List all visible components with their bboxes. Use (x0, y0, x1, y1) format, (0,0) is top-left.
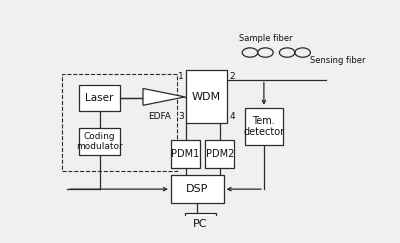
Bar (205, 139, 234, 168)
Bar (80, 85, 120, 112)
Text: PC: PC (193, 219, 208, 229)
Text: EDFA: EDFA (149, 113, 172, 122)
Text: 4: 4 (229, 112, 235, 121)
Text: Tem.
detector: Tem. detector (243, 116, 284, 137)
Bar (245, 108, 282, 145)
Bar (171, 139, 200, 168)
Text: 3: 3 (178, 112, 184, 121)
Polygon shape (143, 88, 185, 105)
Bar (185, 213, 216, 235)
Bar (171, 175, 224, 203)
Text: Sensing fiber: Sensing fiber (310, 56, 366, 65)
Text: 1: 1 (178, 72, 184, 81)
Text: WDM: WDM (192, 92, 221, 102)
Text: Coding
modulator: Coding modulator (76, 132, 123, 151)
Text: Sample fiber: Sample fiber (239, 34, 292, 43)
Text: 2: 2 (229, 72, 235, 81)
Text: Laser: Laser (86, 93, 114, 103)
Bar (80, 128, 120, 155)
Text: PDM1: PDM1 (172, 148, 200, 159)
Bar (186, 70, 227, 123)
Text: PDM2: PDM2 (206, 148, 234, 159)
Bar (62, 74, 177, 171)
Text: DSP: DSP (186, 184, 208, 194)
